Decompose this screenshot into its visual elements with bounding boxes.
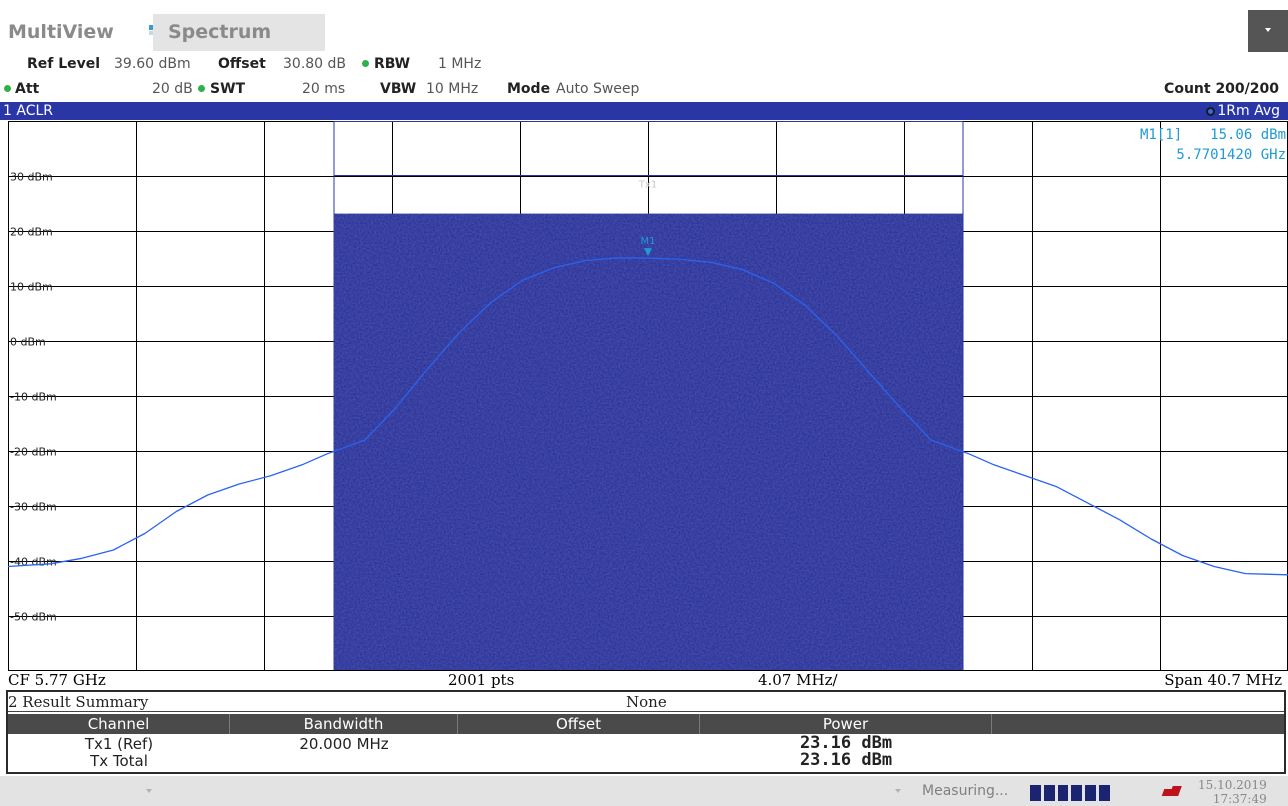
menu-dropdown-button[interactable] [1248, 10, 1288, 52]
result-summary-window[interactable]: 2 Result Summary None Channel Bandwidth … [6, 690, 1286, 774]
y-tick-label: -10 dBm [10, 391, 57, 404]
tab-multiview[interactable]: MultiView [8, 21, 114, 43]
progress-segment [1030, 785, 1041, 801]
swt-coupled-indicator [198, 79, 209, 99]
ref-level-label: Ref Level [27, 56, 101, 72]
progress-segment [1043, 785, 1055, 801]
marker-level: 15.06 dBm [1210, 127, 1286, 143]
mode-label: Mode [507, 81, 551, 97]
mode-value[interactable]: Auto Sweep [556, 81, 640, 97]
sweep-count: Count 200/200 [1164, 81, 1279, 97]
frequency-per-division: 4.07 MHz/ [758, 671, 838, 689]
row2-power: 23.16 dBm [799, 750, 893, 770]
y-tick-label: 30 dBm [10, 171, 53, 184]
tab-spectrum[interactable]: Spectrum [153, 14, 325, 51]
result-summary-title: 2 Result Summary [8, 693, 149, 711]
frequency-span: Span 40.7 MHz [1164, 671, 1282, 689]
sweep-points: 2001 pts [448, 671, 515, 689]
col-empty [992, 714, 1284, 734]
y-tick-label: -30 dBm [10, 501, 57, 514]
marker-frequency: 5.7701420 GHz [1176, 147, 1286, 163]
swt-label: SWT [210, 81, 246, 97]
row2-channel: Tx Total [90, 752, 148, 770]
chevron-down-icon [1265, 28, 1271, 32]
col-power: Power [700, 714, 992, 734]
marker-name: M1[1] [1139, 127, 1183, 143]
trace-layer [8, 257, 1288, 576]
trace-icon [1206, 107, 1216, 116]
channel-noise [333, 213, 963, 671]
measuring-status: Measuring... [922, 783, 1009, 799]
y-tick-label: -20 dBm [10, 446, 57, 459]
y-tick-label: 0 dBm [10, 336, 46, 349]
chevron-down-icon[interactable] [895, 789, 901, 793]
rs-logo-icon [1161, 786, 1182, 796]
progress-segment [1099, 785, 1110, 801]
vbw-value[interactable]: 10 MHz [426, 81, 479, 97]
swt-value[interactable]: 20 ms [302, 81, 346, 97]
progress-bar [1030, 785, 1110, 801]
center-frequency: CF 5.77 GHz [8, 671, 106, 689]
channel-tag: Tx1 [638, 180, 657, 191]
aclr-window-footer: CF 5.77 GHz 2001 pts 4.07 MHz/ Span 40.7… [8, 670, 1288, 689]
spectrum-chart: 30 dBm 20 dBm 10 dBm 0 dBm -10 dBm -20 dBm -30… [8, 121, 1288, 671]
att-coupled-indicator [4, 79, 15, 99]
att-value[interactable]: 20 dB [152, 81, 193, 97]
result-summary-header: 2 Result Summary None [8, 692, 1284, 712]
col-bandwidth: Bandwidth [230, 714, 458, 734]
status-bar: Measuring... 15.10.2019 17:37:49 [0, 776, 1288, 806]
result-summary-mode: None [626, 693, 667, 711]
rbw-coupled-indicator [362, 54, 373, 74]
row1-power: 23.16 dBm [799, 733, 893, 753]
rbw-label: RBW [374, 56, 411, 72]
result-table-header: Channel Bandwidth Offset Power [8, 714, 1284, 734]
title-bar: MultiView Spectrum [0, 0, 1288, 52]
marker-layer: M1 [641, 236, 656, 257]
vbw-label: VBW [380, 81, 417, 97]
aclr-window-header[interactable]: 1 ACLR 1Rm Avg [0, 102, 1288, 120]
row1-bandwidth: 20.000 MHz [299, 735, 389, 753]
settings-row-1: Ref Level 39.60 dBm Offset 30.80 dB RBW … [0, 54, 1288, 74]
att-label: Att [15, 81, 40, 97]
trace-indicator[interactable]: 1Rm Avg [1206, 102, 1280, 120]
offset-value[interactable]: 30.80 dB [283, 56, 347, 72]
date-time: 15.10.2019 17:37:49 [1198, 778, 1267, 806]
y-tick-label: 10 dBm [10, 281, 53, 294]
spectrum-plot[interactable]: 30 dBm 20 dBm 10 dBm 0 dBm -10 dBm -20 dBm -30… [8, 121, 1288, 671]
status-date: 15.10.2019 [1198, 778, 1267, 792]
chevron-down-icon[interactable] [146, 789, 152, 793]
col-offset: Offset [458, 714, 700, 734]
ref-level-value[interactable]: 39.60 dBm [114, 56, 191, 72]
progress-segment [1071, 785, 1083, 801]
row1-channel: Tx1 (Ref) [84, 735, 154, 753]
marker-readout: M1[1] 15.06 dBm 5.7701420 GHz [1140, 125, 1286, 165]
progress-segment [1085, 785, 1097, 801]
trace-label: 1Rm Avg [1217, 103, 1280, 119]
y-tick-label: 20 dBm [10, 226, 53, 239]
offset-label: Offset [218, 56, 266, 72]
progress-segment [1057, 785, 1069, 801]
marker-label: M1 [641, 236, 656, 247]
marker-triangle [644, 248, 652, 257]
col-channel: Channel [8, 714, 230, 734]
settings-row-2: Att 20 dB SWT 20 ms VBW 10 MHz Mode Auto… [0, 79, 1288, 99]
y-axis-labels: 30 dBm 20 dBm 10 dBm 0 dBm -10 dBm -20 dBm -30… [10, 171, 57, 624]
y-tick-label: -50 dBm [10, 611, 57, 624]
rbw-value[interactable]: 1 MHz [438, 56, 482, 72]
spectrum-trace [8, 257, 1288, 576]
status-time: 17:37:49 [1212, 792, 1267, 806]
aclr-window-title: 1 ACLR [3, 103, 53, 119]
